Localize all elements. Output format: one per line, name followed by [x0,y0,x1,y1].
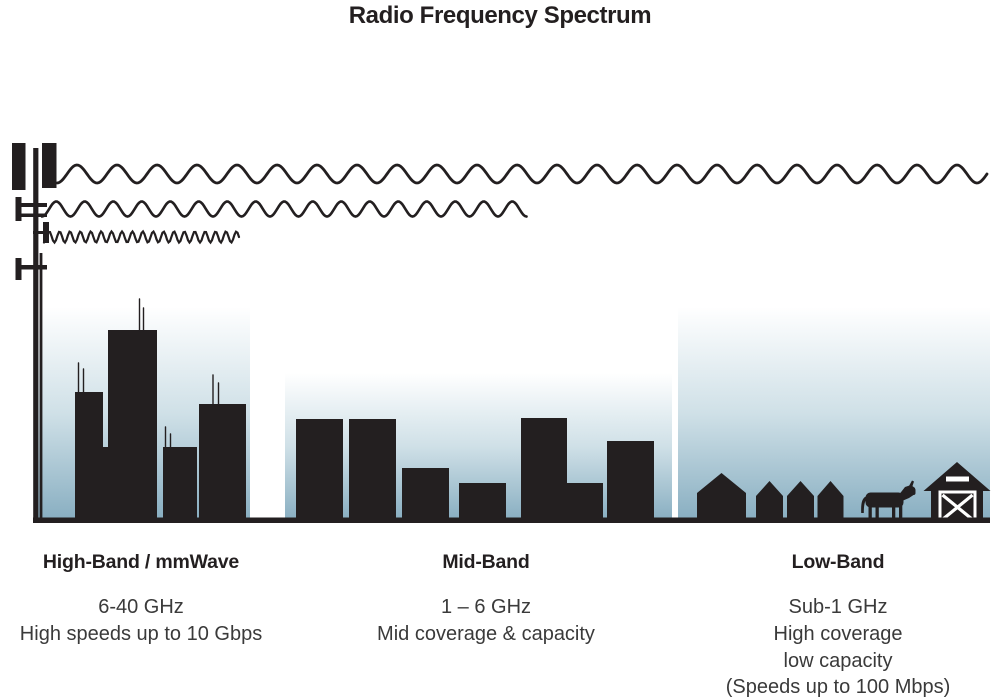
mid-band-building [607,441,654,520]
band-info-line: High coverage [773,622,903,645]
high-band-building [108,330,157,520]
band-label-low: Low-Band Sub-1 GHz High coverage low capac… [726,551,951,700]
high-band-short-wave [42,229,241,245]
band-name-low: Low-Band [791,551,885,573]
high-band-building [75,392,103,520]
high-band-building [163,447,197,520]
page-title: Radio Frequency Spectrum [348,2,652,29]
high-band-building [199,404,246,520]
band-info-line: 6-40 GHz [98,596,184,618]
band-name-high: High-Band / mmWave [42,551,240,573]
barn-icon [923,462,991,521]
band-info-mid: 1 – 6 GHz Mid coverage & capacity [377,594,595,648]
mid-band-wave [40,200,528,218]
ground-line [33,517,990,523]
mid-band-building [349,419,396,520]
band-info-line: low capacity [783,649,893,672]
spectrum-illustration [12,143,991,523]
house-icon [756,481,783,520]
house-icon [817,481,844,520]
band-info-line: High speeds up to 10 Gbps [19,622,263,645]
mid-band-building [402,468,449,520]
mid-band-building [521,418,567,520]
band-info-low: Sub-1 GHz High coverage low capacity (Speed… [726,594,951,700]
low-band-long-wave [55,163,989,185]
band-info-line: 1 – 6 GHz [440,596,532,618]
band-info-high: 6-40 GHz High speeds up to 10 Gbps [20,594,262,648]
band-info-line: (Speeds up to 100 Mbps) [725,676,951,699]
band-label-mid: Mid-Band 1 – 6 GHz Mid coverage & capacit… [377,551,595,648]
radio-waves-layer [40,163,989,245]
house-icon [787,481,814,520]
band-info-line: Mid coverage & capacity [377,622,595,645]
cell-tower-icon [12,143,57,521]
mid-band-building [459,483,506,520]
mid-band-building [296,419,343,520]
band-name-mid: Mid-Band [442,551,530,573]
ground-layer [33,517,990,523]
mid-band-building [567,483,603,520]
skyline-layer [75,298,844,520]
band-label-high: High-Band / mmWave 6-40 GHz High speeds u… [20,551,262,648]
cow-icon [861,480,916,519]
house-icon [697,473,746,520]
band-info-line: Sub-1 GHz [788,596,888,618]
